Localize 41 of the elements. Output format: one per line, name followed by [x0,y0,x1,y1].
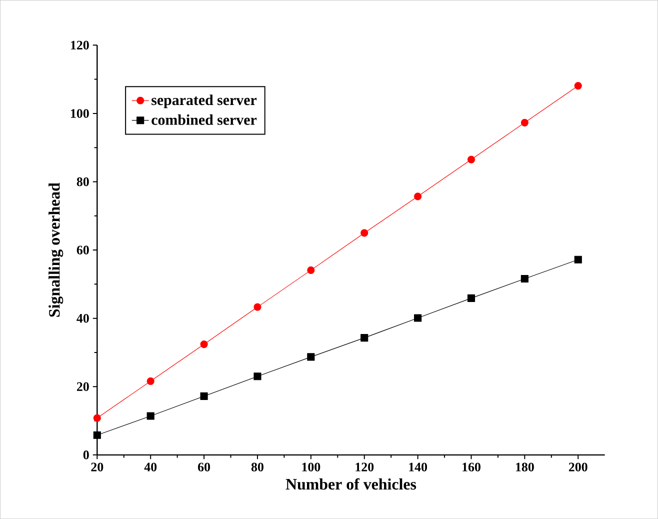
point [307,266,315,274]
point [93,431,101,439]
y-tick-label: 20 [76,382,89,391]
point [360,229,368,237]
y-tick-label: 80 [76,177,89,186]
x-tick-label: 160 [462,462,480,472]
x-tick-label: 80 [251,462,264,472]
point [360,334,368,342]
legend-label: separated server [152,94,257,108]
point [93,414,101,422]
y-tick-label: 40 [76,314,89,323]
y-tick-label: 60 [76,246,89,254]
x-tick-label: 40 [144,462,157,472]
point [467,294,476,302]
point [200,392,208,400]
point [467,156,476,164]
point [520,274,528,282]
point [254,303,262,311]
point [414,192,422,200]
x-axis-title: Number of vehicles [286,478,416,490]
x-tick-label: 20 [91,462,104,472]
point [146,412,154,420]
x-tick-label: 120 [356,462,374,472]
y-tick-label: 0 [83,450,89,460]
x-tick-label: 100 [302,462,320,472]
y-axis-title: Signalling overhead [48,182,64,317]
point [520,118,528,126]
point [574,256,582,264]
y-tick-label: 120 [70,40,89,50]
point [307,353,315,361]
x-tick-label: 200 [568,462,588,472]
point [146,377,154,385]
point [200,340,208,348]
point [414,314,422,322]
x-tick-label: 180 [516,462,534,472]
x-tick-label: 60 [198,462,210,472]
y-tick-label: 100 [70,109,89,118]
x-tick-label: 140 [409,462,428,472]
point [254,372,262,380]
point [574,82,582,90]
legend-label: combined server [152,114,257,125]
